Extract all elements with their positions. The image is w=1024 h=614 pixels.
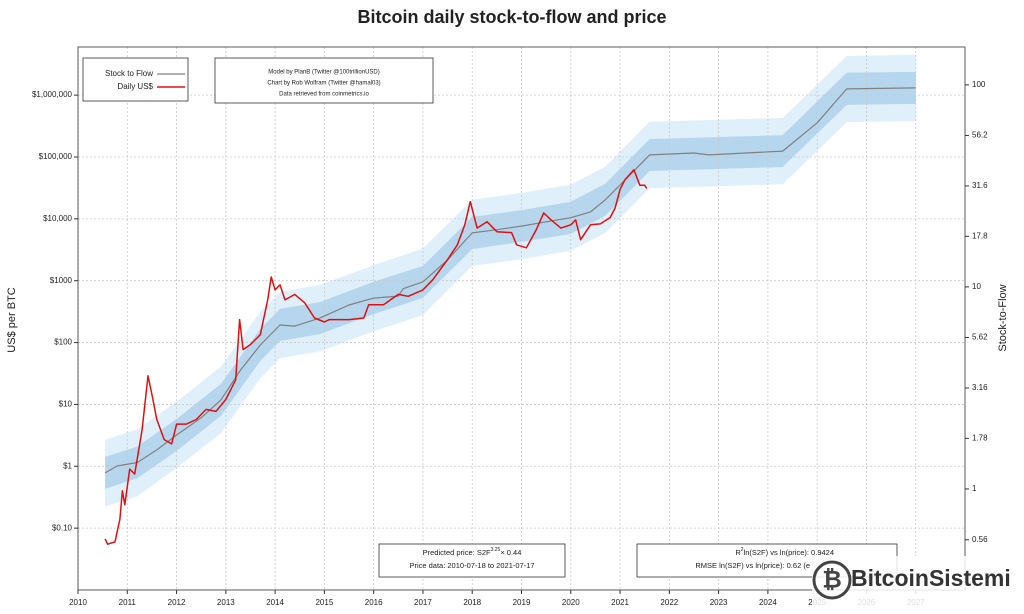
y2-tick-label: 5.62 [972,333,988,342]
formula-exponent: 3.25 [491,547,501,553]
x-tick-label: 2013 [217,598,235,607]
watermark-bg [812,556,1024,606]
formula-box: Predicted price: S2F3.25× 0.44 Price dat… [378,543,566,578]
watermark-icon: ₿ [822,566,842,593]
y-axis-label: US$ per BTC [6,287,18,352]
y2-tick-label: 56.2 [972,131,988,140]
x-tick-label: 2015 [315,598,333,607]
x-tick-label: 2017 [414,598,432,607]
x-tick-label: 2019 [513,598,531,607]
rmse: RMSE ln(S2F) vs ln(price): 0.62 (e [695,561,810,570]
y2-tick-label: 31.6 [972,181,988,190]
watermark-logo [812,560,852,600]
watermark-text: BitcoinSistemi [851,565,1011,591]
x-tick-label: 2016 [365,598,383,607]
formula: Predicted price: S2F3.25× 0.44 [423,547,522,557]
credits: Model by PlanB (Twitter @100trillionUSD)… [214,57,434,104]
y2-tick-label: 100 [972,80,986,89]
x-tick-label: 2024 [759,598,777,607]
y-tick-label: $1000 [50,276,73,285]
y2-tick-label: 3.16 [972,383,988,392]
plot-frame [77,46,966,591]
formula-text: Predicted price: S2F [423,548,491,557]
series-line [104,87,916,474]
y2-axis-label: Stock-to-Flow [997,284,1009,351]
y-tick-label: $10 [59,400,73,409]
legend-box [82,57,189,102]
y2-tick-label: 10 [972,282,981,291]
watermark: ₿ BitcoinSistemi [812,556,1024,606]
credit-line: Chart by Rob Wolfram (Twitter @hamal03) [267,81,380,87]
plot-area: 2010 2011 2012 2013 2014 2015 2016 2017 2018 2019… [32,47,988,607]
price-range: Price data: 2010-07-18 to 2021-07-17 [409,561,534,570]
sigma-band [105,71,916,489]
formula-suffix: × 0.44 [500,548,521,557]
legend: Stock to Flow Daily US$ [82,57,189,102]
x-tick-label: 2018 [463,598,481,607]
r2: R2ln(S2F) vs ln(price): 0.9424 [735,547,834,557]
y2-tick-label: 0.56 [972,535,988,544]
y2-tick-label: 17.8 [972,231,988,240]
y-tick-label: $1 [63,461,72,470]
x-tick-label: 2023 [710,598,728,607]
credit-line: Data retrieved from coinmetrics.io [279,92,369,98]
credit-line: Model by PlanB (Twitter @100trillionUSD) [268,70,379,76]
x-tick-label: 2012 [168,598,186,607]
x-tick-label: 2021 [611,598,629,607]
y-tick-label: $10,000 [43,214,72,223]
series-line [104,169,648,545]
x-tick-label: 2011 [119,598,137,607]
x-tick-label: 2014 [266,598,284,607]
x-tick-label: 2020 [562,598,580,607]
chart-title: Bitcoin daily stock-to-flow and price [357,7,666,27]
x-tick-label: 2010 [69,598,87,607]
legend-label: Stock to Flow [105,69,153,78]
x-tick-label: 2022 [660,598,678,607]
y2-tick-label: 1.78 [972,433,988,442]
y-tick-label: $100 [54,338,72,347]
y2-tick-label: 1 [972,484,977,493]
y-tick-label: $100,000 [39,152,73,161]
r2-suffix: ln(S2F) vs ln(price): 0.9424 [744,548,834,557]
credits-box [214,57,434,104]
legend-label: Daily US$ [117,82,153,91]
formula-frame [378,543,566,578]
y-tick-label: $0.10 [52,523,73,532]
r2-text: R [735,548,741,557]
r2-exponent: 2 [741,547,744,553]
y-tick-label: $1,000,000 [32,90,73,99]
